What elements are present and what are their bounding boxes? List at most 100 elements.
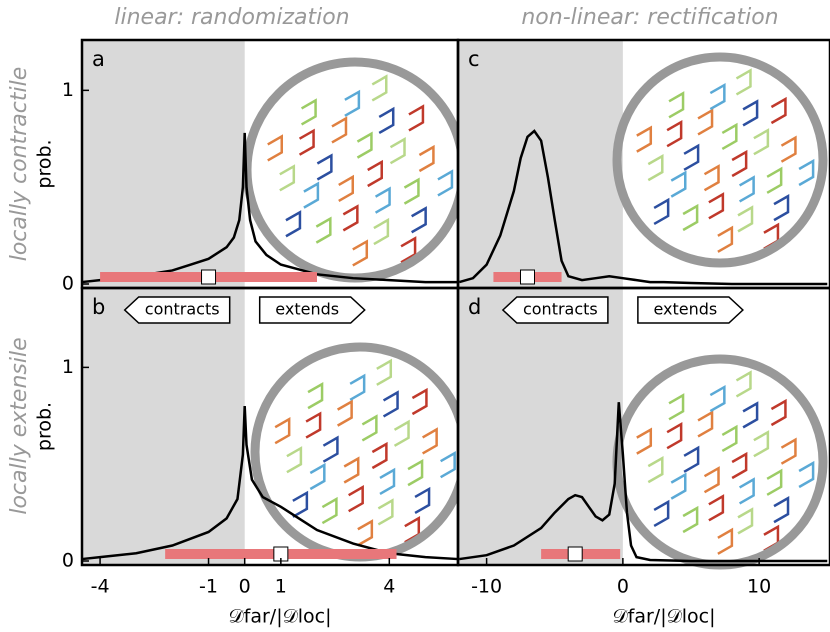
network-edge [737, 507, 754, 535]
network-edge [636, 427, 653, 455]
y-tick-label: 0 [62, 550, 74, 572]
network-edge [670, 170, 687, 198]
network-edge [331, 116, 348, 144]
network-edge [422, 427, 438, 455]
network-edge [735, 370, 752, 398]
negative-region [458, 40, 623, 288]
panel-label: a [92, 47, 105, 71]
inset-ring [612, 52, 828, 268]
network-edge [356, 131, 373, 159]
network-edge [393, 419, 410, 447]
distribution-line [81, 132, 458, 284]
network-edge [316, 153, 333, 181]
network-edge [770, 398, 787, 427]
arrow-box [637, 296, 744, 324]
y-tick-label: 1 [62, 79, 74, 101]
network-edge [411, 206, 427, 234]
network-edge [666, 422, 683, 450]
network-edge [647, 153, 664, 182]
negative-region [82, 288, 245, 565]
network-edge [697, 108, 714, 136]
median-marker [201, 269, 217, 285]
y-tick-label: 0 [62, 273, 74, 295]
network-edge [292, 490, 309, 518]
network-edge [352, 239, 369, 267]
x-axis-label: 𝒟far/|𝒟loc| [612, 606, 715, 628]
distribution-line [81, 406, 459, 561]
network-edge [371, 441, 388, 470]
network-edge [703, 466, 720, 494]
network-edge [709, 82, 726, 111]
network-edge [668, 91, 685, 119]
network-edge [780, 135, 797, 163]
annotation: extends [275, 300, 339, 319]
x-tick-label: -1 [199, 576, 218, 598]
network-edge [343, 456, 360, 484]
network-edge [742, 401, 759, 429]
network-edge [371, 74, 388, 102]
x-tick-label: -4 [91, 576, 110, 598]
annotation: extends [653, 300, 717, 319]
network-edge [766, 468, 783, 496]
network-edge [721, 122, 738, 151]
network-inset [250, 342, 470, 562]
network-edge [361, 414, 378, 442]
row-label: locally extensile [7, 337, 32, 514]
network-edge [407, 458, 424, 487]
network-edge [682, 203, 699, 232]
network-edge [414, 486, 431, 515]
column-title: linear: randomization [114, 5, 349, 30]
network-edge [437, 169, 454, 197]
network-edge [683, 143, 700, 171]
x-tick-label: 0 [617, 576, 629, 598]
row-label: locally contractile [7, 67, 32, 262]
network-edge [411, 387, 428, 416]
panel-label: d [468, 295, 481, 319]
x-tick-label: -10 [471, 576, 502, 598]
negative-region [458, 288, 623, 565]
network-edge [666, 120, 683, 148]
network-edge [378, 106, 395, 135]
network-edge [357, 519, 374, 547]
annotation: contracts [523, 300, 598, 319]
annotation: contracts [145, 300, 220, 319]
network-edge [389, 137, 406, 165]
network-edge [735, 68, 752, 96]
panel-label: b [92, 295, 105, 319]
network-edge [717, 527, 734, 555]
network-edge [379, 467, 396, 496]
network-edge [342, 204, 359, 232]
y-axis-label: prob. [34, 139, 56, 188]
arrow-box [258, 296, 366, 324]
network-edge [709, 384, 726, 413]
network-edge [403, 177, 420, 205]
panel-frame [456, 286, 830, 567]
network-edge [653, 197, 670, 226]
network-inset [612, 354, 828, 570]
network-edge [703, 164, 720, 192]
network-inset [242, 57, 468, 283]
network-edge [773, 495, 790, 524]
network-edge [738, 175, 755, 203]
network-edge [303, 181, 320, 209]
network-edge [798, 158, 815, 187]
network-edge [731, 149, 748, 178]
network-edge [315, 216, 332, 244]
network-edge [770, 96, 787, 125]
network-edge [344, 89, 361, 117]
network-edge [286, 446, 303, 474]
network-edge [298, 128, 315, 156]
network-edge [307, 381, 324, 410]
column-title: non-linear: rectification [521, 5, 778, 30]
network-edge [285, 210, 302, 238]
median-marker [519, 269, 535, 285]
network-edge [440, 451, 456, 479]
network-edge [348, 485, 364, 513]
x-axis-label: 𝒟far/|𝒟loc| [228, 606, 331, 628]
network-edge [321, 496, 338, 525]
x-tick-label: 10 [747, 576, 771, 598]
x-tick-label: 0 [239, 576, 251, 598]
network-edge [773, 193, 790, 222]
network-edge [753, 430, 770, 458]
network-edge [708, 494, 725, 522]
